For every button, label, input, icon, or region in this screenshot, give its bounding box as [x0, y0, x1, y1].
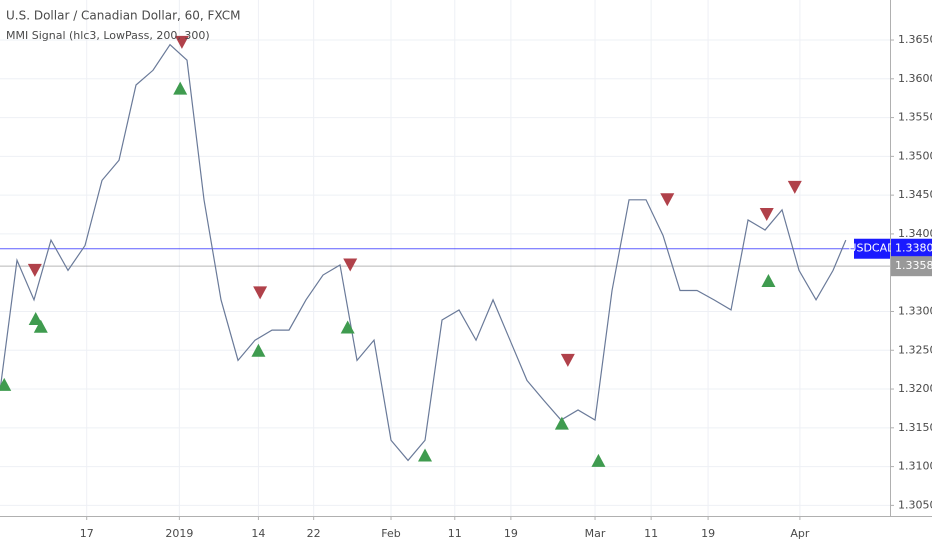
- x-tick-label: Mar: [585, 527, 606, 540]
- price-line-series: [0, 43, 847, 462]
- symbol-label: USDCAD: [848, 242, 895, 255]
- symbol-tag: [854, 238, 890, 259]
- y-tick-label: 1.31500: [898, 421, 932, 434]
- x-tick-label: Apr: [790, 527, 810, 540]
- y-tick-label: 1.35000: [898, 149, 932, 162]
- buy-signal: [761, 273, 776, 287]
- sell-signal: [660, 193, 675, 207]
- y-tick-label: 1.36000: [898, 72, 932, 85]
- x-tick-label: 22: [307, 527, 321, 540]
- price-label: 1.33584: [895, 259, 932, 272]
- buy-signal: [591, 453, 606, 467]
- y-tick-label: 1.32000: [898, 382, 932, 395]
- price-label: 1.33809: [895, 242, 932, 255]
- buy-signal: [28, 311, 43, 325]
- buy-signal: [0, 377, 12, 391]
- y-tick-label: 1.31000: [898, 460, 932, 473]
- y-tick-label: 1.32500: [898, 343, 932, 356]
- sell-signal: [343, 258, 358, 272]
- sell-signal: [174, 35, 189, 49]
- sell-signal: [253, 286, 268, 300]
- axes: 1.30500 1.31000 1.31500 1.32000 1.32500 1.330…: [80, 33, 932, 540]
- x-tick-label: 11: [448, 527, 462, 540]
- indicator-label: MMI Signal (hlc3, LowPass, 200, 300): [6, 29, 210, 42]
- y-tick-label: 1.30500: [898, 498, 932, 511]
- y-tick-label: 1.34000: [898, 227, 932, 240]
- x-tick-label: 14: [251, 527, 265, 540]
- x-tick-label: 19: [701, 527, 715, 540]
- price-tag: [891, 256, 932, 277]
- grid: [0, 0, 890, 516]
- x-tick-label: 2019: [165, 527, 193, 540]
- buy-signal: [251, 343, 266, 357]
- y-tick-label: 1.34500: [898, 188, 932, 201]
- sell-signal: [560, 353, 575, 367]
- price-tag: [891, 238, 932, 259]
- buy-signal: [554, 416, 569, 430]
- y-tick-label: 1.35500: [898, 111, 932, 124]
- y-tick-label: 1.36500: [898, 33, 932, 46]
- x-tick-label: 17: [80, 527, 94, 540]
- buy-signal: [33, 319, 48, 333]
- buy-signal: [173, 81, 188, 95]
- buy-signal: [340, 320, 355, 334]
- sell-signal: [787, 180, 802, 194]
- y-tick-label: 1.33000: [898, 304, 932, 317]
- x-tick-label: 19: [504, 527, 518, 540]
- sell-signal: [759, 208, 774, 222]
- buy-signal: [418, 448, 433, 462]
- plot: [0, 35, 847, 467]
- x-tick-label: 11: [644, 527, 658, 540]
- x-tick-label: Feb: [381, 527, 400, 540]
- sell-signal: [27, 263, 42, 277]
- chart-title: U.S. Dollar / Canadian Dollar, 60, FXCM: [6, 9, 241, 23]
